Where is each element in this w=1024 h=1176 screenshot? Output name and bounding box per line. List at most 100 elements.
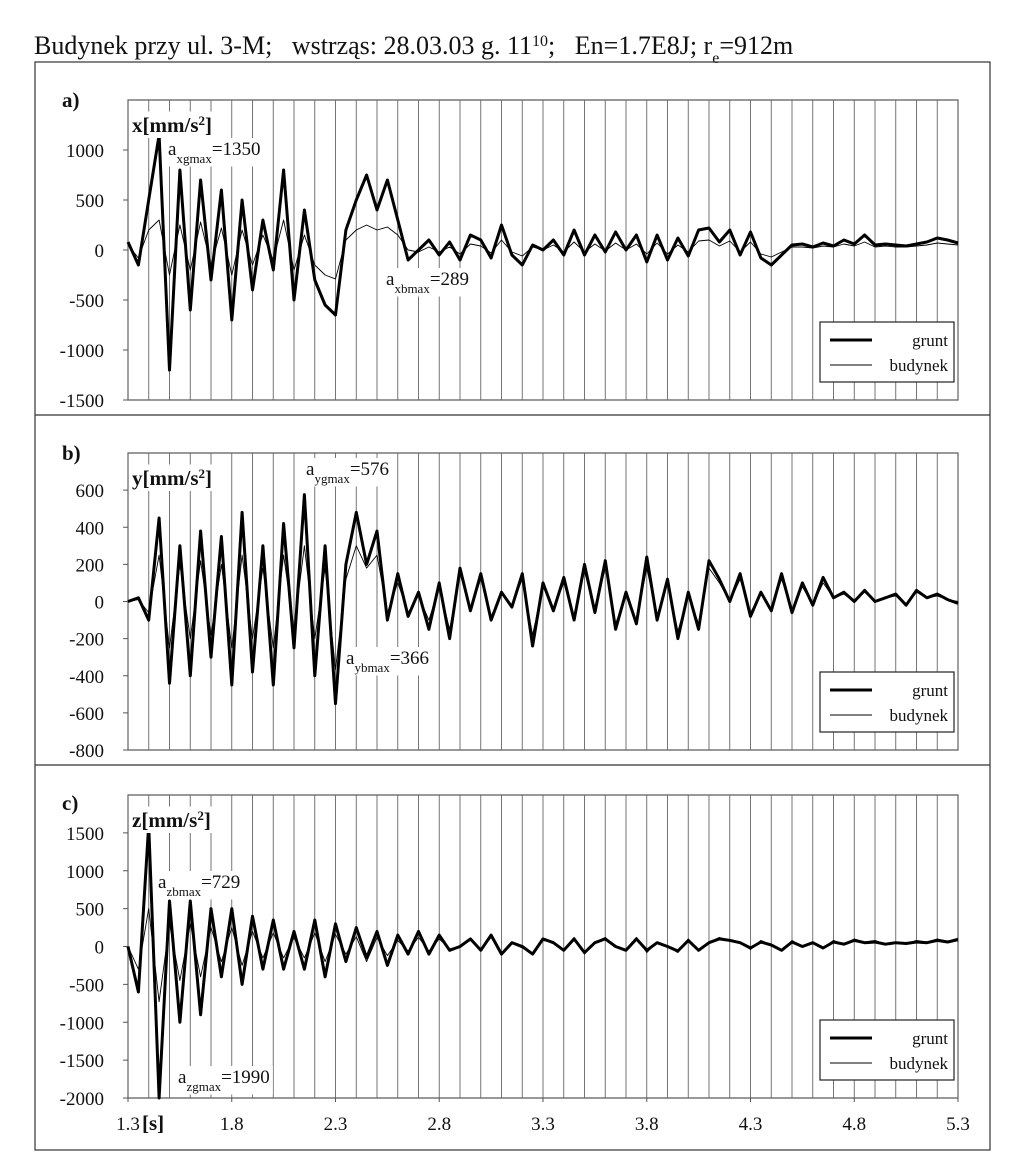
legend-label: grunt (912, 1029, 948, 1048)
y-axis-label-part: 2 (199, 466, 206, 481)
y-axis-label: y[mm/s2] (132, 466, 212, 491)
legend-label: budynek (889, 1054, 948, 1073)
y-tick-label: 500 (76, 191, 105, 212)
legend-label: budynek (889, 356, 948, 375)
label-background (303, 458, 393, 487)
series-line (127, 545, 959, 670)
label-background (155, 871, 244, 900)
y-tick-label: 0 (95, 593, 105, 614)
annotation: azgmax=1990 (178, 1067, 270, 1094)
y-axis-label: z[mm/s2] (132, 808, 211, 833)
x-tick-label: 5.3 (946, 1114, 970, 1135)
title-part: Budynek przy ul. 3-M; wstrząs: 28.03.03 … (34, 31, 532, 60)
annotation-part: a (168, 139, 177, 160)
label-background (165, 138, 264, 167)
panel-label: a) (62, 88, 80, 112)
title-part: 10 (532, 33, 548, 50)
y-tick-label: -400 (69, 667, 104, 688)
series-line (127, 219, 959, 280)
label-background (129, 464, 215, 491)
x-tick-label: 1.8 (220, 1114, 244, 1135)
x-tick-label: 4.3 (739, 1114, 763, 1135)
y-tick-label: 500 (76, 900, 105, 921)
x-tick-label: 3.8 (635, 1114, 659, 1135)
title-part: ; En=1.7E8J; r (548, 31, 712, 60)
annotation-part: =576 (350, 459, 389, 480)
annotation-part: xbmax (394, 281, 430, 296)
legend-label: grunt (912, 681, 948, 700)
y-tick-label: -200 (69, 630, 104, 651)
annotation: axbmax=289 (386, 269, 469, 296)
y-axis-label: x[mm/s2] (132, 113, 212, 138)
label-background (343, 647, 433, 676)
legend-label: budynek (889, 706, 948, 725)
label-background (383, 268, 473, 297)
annotation-part: ygmax (314, 471, 350, 486)
y-axis-label-part: y[mm/s (132, 466, 199, 490)
y-tick-label: -1000 (60, 1013, 104, 1034)
x-tick-label: 3.3 (531, 1114, 555, 1135)
legend-box (819, 1019, 955, 1081)
label-background (129, 111, 215, 138)
x-axis-label: [s] (142, 1111, 164, 1135)
y-tick-label: 0 (95, 241, 105, 262)
x-tick-label: 2.3 (324, 1114, 348, 1135)
label-background (129, 806, 214, 833)
y-tick-label: 1000 (66, 141, 104, 162)
panel-label: b) (62, 441, 81, 465)
y-tick-label: -2000 (60, 1089, 104, 1110)
y-axis-label-part: 2 (197, 808, 204, 823)
annotation-part: ybmax (354, 660, 390, 675)
label-background (175, 1066, 273, 1095)
y-tick-label: -500 (69, 975, 104, 996)
annotation-part: xgmax (176, 151, 212, 166)
y-axis-label-part: 2 (199, 113, 206, 128)
annotation-part: =366 (390, 648, 429, 669)
series-line (127, 908, 959, 1003)
annotation-part: a (178, 1067, 187, 1088)
y-axis-label-part: z[mm/s (132, 808, 197, 832)
y-tick-label: -1500 (60, 391, 104, 412)
figure-title: Budynek przy ul. 3-M; wstrząs: 28.03.03 … (34, 31, 793, 67)
x-tick-label: 2.8 (427, 1114, 451, 1135)
y-tick-label: 600 (76, 481, 105, 502)
y-axis-label-part: ] (205, 113, 212, 137)
y-tick-label: -600 (69, 704, 104, 725)
annotation: azbmax=729 (158, 872, 240, 899)
legend-box (819, 321, 955, 383)
y-axis-label-part: x[mm/s (132, 113, 199, 137)
annotation-part: a (386, 269, 395, 290)
y-tick-label: -1000 (60, 341, 104, 362)
y-tick-label: -500 (69, 291, 104, 312)
annotation-part: a (306, 459, 315, 480)
x-tick-label: 4.8 (842, 1114, 866, 1135)
annotation-part: =289 (430, 269, 469, 290)
annotation-part: zbmax (166, 884, 201, 899)
y-tick-label: 400 (76, 518, 105, 539)
annotation-part: =1350 (212, 139, 261, 160)
annotation-part: a (158, 872, 167, 893)
legend-box (819, 671, 955, 733)
annotation-part: a (346, 648, 355, 669)
y-tick-label: 1500 (66, 824, 104, 845)
annotation-part: =729 (201, 872, 240, 893)
annotation: aygmax=576 (306, 459, 389, 486)
outer-frame (34, 61, 991, 1151)
y-tick-label: 1000 (66, 862, 104, 883)
title-part: e (712, 50, 719, 67)
x-tick-label: 1.3 (116, 1114, 140, 1135)
panel-label: c) (62, 791, 78, 815)
annotation: aybmax=366 (346, 648, 429, 675)
legend-label: grunt (912, 331, 948, 350)
y-tick-label: -800 (69, 741, 104, 762)
annotation-part: =1990 (221, 1067, 270, 1088)
annotation-part: zgmax (186, 1079, 221, 1094)
y-axis-label-part: ] (205, 466, 212, 490)
title-part: =912m (719, 31, 793, 60)
y-tick-label: 0 (95, 938, 105, 959)
y-tick-label: 200 (76, 555, 105, 576)
y-axis-label-part: ] (204, 808, 211, 832)
y-tick-label: -1500 (60, 1051, 104, 1072)
